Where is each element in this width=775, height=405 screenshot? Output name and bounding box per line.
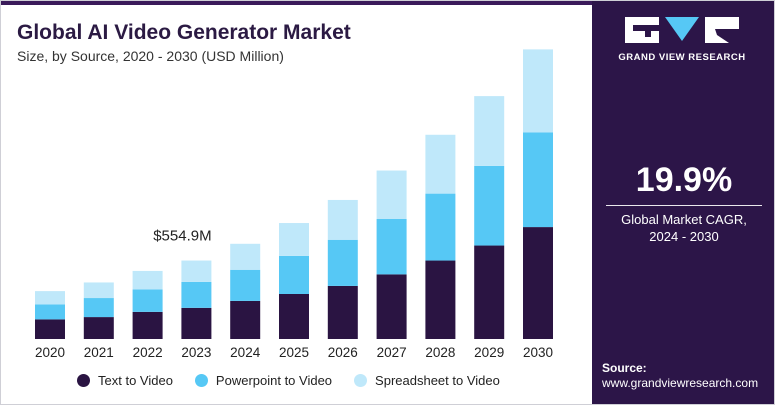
legend-label: Spreadsheet to Video	[375, 373, 500, 388]
cagr-label: Global Market CAGR, 2024 - 2030	[592, 211, 774, 245]
bar-2024-spreadsheet-to-video	[230, 243, 261, 270]
bar-2025-powerpoint-to-video	[279, 255, 309, 294]
x-tick-label: 2026	[328, 345, 358, 360]
side-panel: GRAND VIEW RESEARCH 19.9% Global Market …	[592, 1, 774, 404]
bar-2021-spreadsheet-to-video	[83, 282, 114, 299]
bar-2028-spreadsheet-to-video	[425, 134, 456, 194]
legend-item-text-to-video: Text to Video	[77, 373, 173, 388]
legend-swatch-text-to-video	[77, 374, 90, 387]
brand-name: GRAND VIEW RESEARCH	[618, 52, 746, 63]
cagr-label-line1: Global Market CAGR,	[621, 212, 747, 227]
x-tick-label: 2028	[425, 345, 455, 360]
chart-title: Global AI Video Generator Market	[17, 21, 351, 44]
bar-2030-spreadsheet-to-video	[523, 49, 553, 133]
top-accent-rule	[1, 1, 592, 5]
bar-2021-powerpoint-to-video	[83, 298, 114, 318]
bar-2029-powerpoint-to-video	[474, 165, 505, 246]
bar-2027-powerpoint-to-video	[376, 219, 407, 275]
legend-item-powerpoint-to-video: Powerpoint to Video	[194, 373, 333, 388]
x-tick-label: 2020	[35, 345, 65, 360]
x-tick-label: 2024	[230, 345, 261, 360]
chart-legend: Text to Video Powerpoint to Video Spread…	[77, 373, 500, 388]
bar-2028-powerpoint-to-video	[425, 193, 456, 261]
bar-2020-spreadsheet-to-video	[35, 291, 65, 305]
bar-2020-text-to-video	[35, 319, 65, 339]
cagr-divider	[606, 205, 762, 206]
bar-2028-text-to-video	[425, 260, 456, 339]
bar-2030-text-to-video	[523, 227, 553, 339]
x-tick-label: 2023	[181, 345, 211, 360]
brand-logo: GRAND VIEW RESEARCH	[612, 17, 752, 67]
cagr-value: 19.9%	[635, 161, 733, 199]
bar-2027-spreadsheet-to-video	[376, 170, 407, 219]
value-callout: $554.9M	[153, 228, 211, 245]
bar-2023-spreadsheet-to-video	[181, 260, 212, 282]
bar-2027-text-to-video	[376, 274, 407, 339]
bar-2025-spreadsheet-to-video	[279, 223, 309, 256]
bar-2026-text-to-video	[327, 285, 358, 339]
bar-2025-text-to-video	[279, 294, 309, 339]
bar-2029-spreadsheet-to-video	[474, 96, 505, 166]
legend-label: Powerpoint to Video	[215, 373, 333, 388]
x-tick-label: 2025	[279, 345, 309, 360]
source-label: Source:	[602, 361, 647, 375]
bar-2023-powerpoint-to-video	[181, 281, 212, 308]
bar-2022-powerpoint-to-video	[132, 289, 163, 312]
source-link[interactable]: www.grandviewresearch.com	[602, 376, 759, 390]
legend-item-spreadsheet-to-video: Spreadsheet to Video	[354, 373, 500, 388]
bar-2026-spreadsheet-to-video	[327, 199, 358, 240]
legend-swatch-powerpoint-to-video	[194, 374, 208, 387]
bar-2029-text-to-video	[474, 245, 505, 339]
legend-label: Text to Video	[98, 373, 173, 388]
bar-2022-text-to-video	[132, 311, 163, 339]
x-tick-label: 2029	[474, 345, 504, 360]
bar-2026-powerpoint-to-video	[327, 239, 358, 286]
bar-2021-text-to-video	[83, 317, 114, 339]
grand-view-research-logo-icon	[625, 17, 739, 43]
chart-subtitle: Size, by Source, 2020 - 2030 (USD Millio…	[17, 48, 284, 64]
bar-2024-powerpoint-to-video	[230, 269, 261, 301]
cagr-label-line2: 2024 - 2030	[649, 229, 719, 244]
bar-2020-powerpoint-to-video	[35, 304, 65, 320]
bar-2024-text-to-video	[230, 300, 261, 339]
bar-2030-powerpoint-to-video	[523, 132, 553, 228]
legend-swatch-spreadsheet-to-video	[354, 374, 368, 387]
x-tick-label: 2021	[84, 345, 114, 360]
x-tick-label: 2022	[133, 345, 163, 360]
x-tick-label: 2027	[377, 345, 407, 360]
bar-chart: 2020 2021 2022 2023 2024 2025 2026 2027 2028 2029…	[35, 49, 553, 360]
x-tick-label: 2030	[523, 345, 553, 360]
bar-2022-spreadsheet-to-video	[132, 270, 163, 290]
bar-2023-text-to-video	[181, 307, 212, 339]
